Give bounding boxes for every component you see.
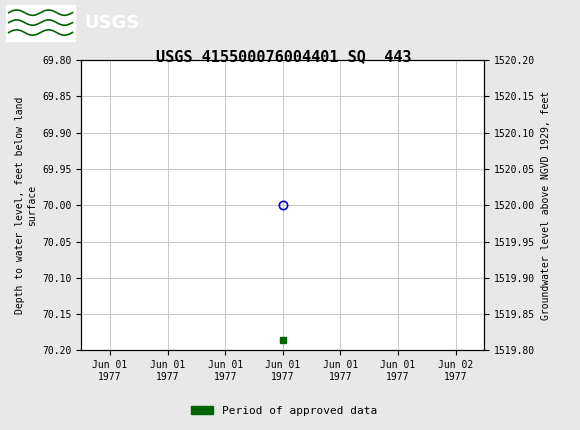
Text: USGS 415500076004401 SQ  443: USGS 415500076004401 SQ 443 [157, 49, 412, 64]
Legend: Period of approved data: Period of approved data [187, 401, 382, 420]
Bar [6, 4, 75, 41]
Text: USGS: USGS [84, 14, 139, 31]
Y-axis label: Depth to water level, feet below land
surface: Depth to water level, feet below land su… [15, 97, 37, 314]
Y-axis label: Groundwater level above NGVD 1929, feet: Groundwater level above NGVD 1929, feet [541, 91, 550, 320]
